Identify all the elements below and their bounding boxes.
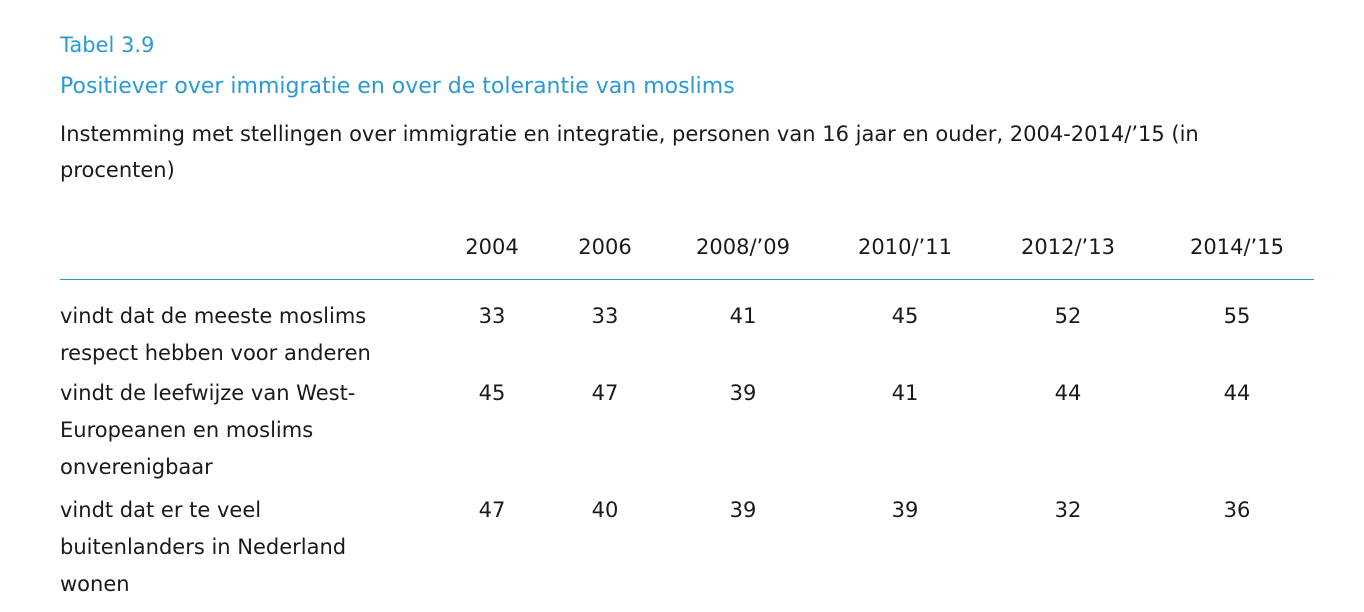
table-cell: 33 bbox=[591, 304, 619, 328]
column-header-2006: 2006 bbox=[578, 235, 632, 259]
header-divider bbox=[60, 279, 1314, 280]
table-cell: 47 bbox=[478, 498, 506, 522]
table-number: Tabel 3.9 bbox=[60, 33, 155, 57]
table-cell: 41 bbox=[729, 304, 757, 328]
column-header-2008-09: 2008/’09 bbox=[696, 235, 790, 259]
table-cell: 39 bbox=[729, 381, 757, 405]
table-cell: 52 bbox=[1054, 304, 1082, 328]
column-header-2010-11: 2010/’11 bbox=[858, 235, 952, 259]
table-cell: 40 bbox=[591, 498, 619, 522]
table-cell: 44 bbox=[1054, 381, 1082, 405]
table-cell: 47 bbox=[591, 381, 619, 405]
table-cell: 36 bbox=[1223, 498, 1251, 522]
table-subtitle: Instemming met stellingen over immigrati… bbox=[60, 122, 1199, 182]
row-label: vindt dat er te veel buitenlanders in Ne… bbox=[60, 498, 347, 596]
row-label: vindt dat de meeste moslims respect hebb… bbox=[60, 304, 371, 365]
table-cell: 33 bbox=[478, 304, 506, 328]
table-cell: 45 bbox=[478, 381, 506, 405]
column-header-2004: 2004 bbox=[465, 235, 519, 259]
table-cell: 44 bbox=[1223, 381, 1251, 405]
column-header-2012-13: 2012/’13 bbox=[1021, 235, 1115, 259]
row-label: vindt de leefwijze van West-Europeanen e… bbox=[60, 381, 356, 479]
table-cell: 32 bbox=[1054, 498, 1082, 522]
column-header-2014-15: 2014/’15 bbox=[1190, 235, 1284, 259]
table-cell: 55 bbox=[1223, 304, 1251, 328]
table-title: Positiever over immigratie en over de to… bbox=[60, 74, 735, 99]
table-cell: 39 bbox=[729, 498, 757, 522]
table-cell: 39 bbox=[891, 498, 919, 522]
table-cell: 41 bbox=[891, 381, 919, 405]
table-cell: 45 bbox=[891, 304, 919, 328]
